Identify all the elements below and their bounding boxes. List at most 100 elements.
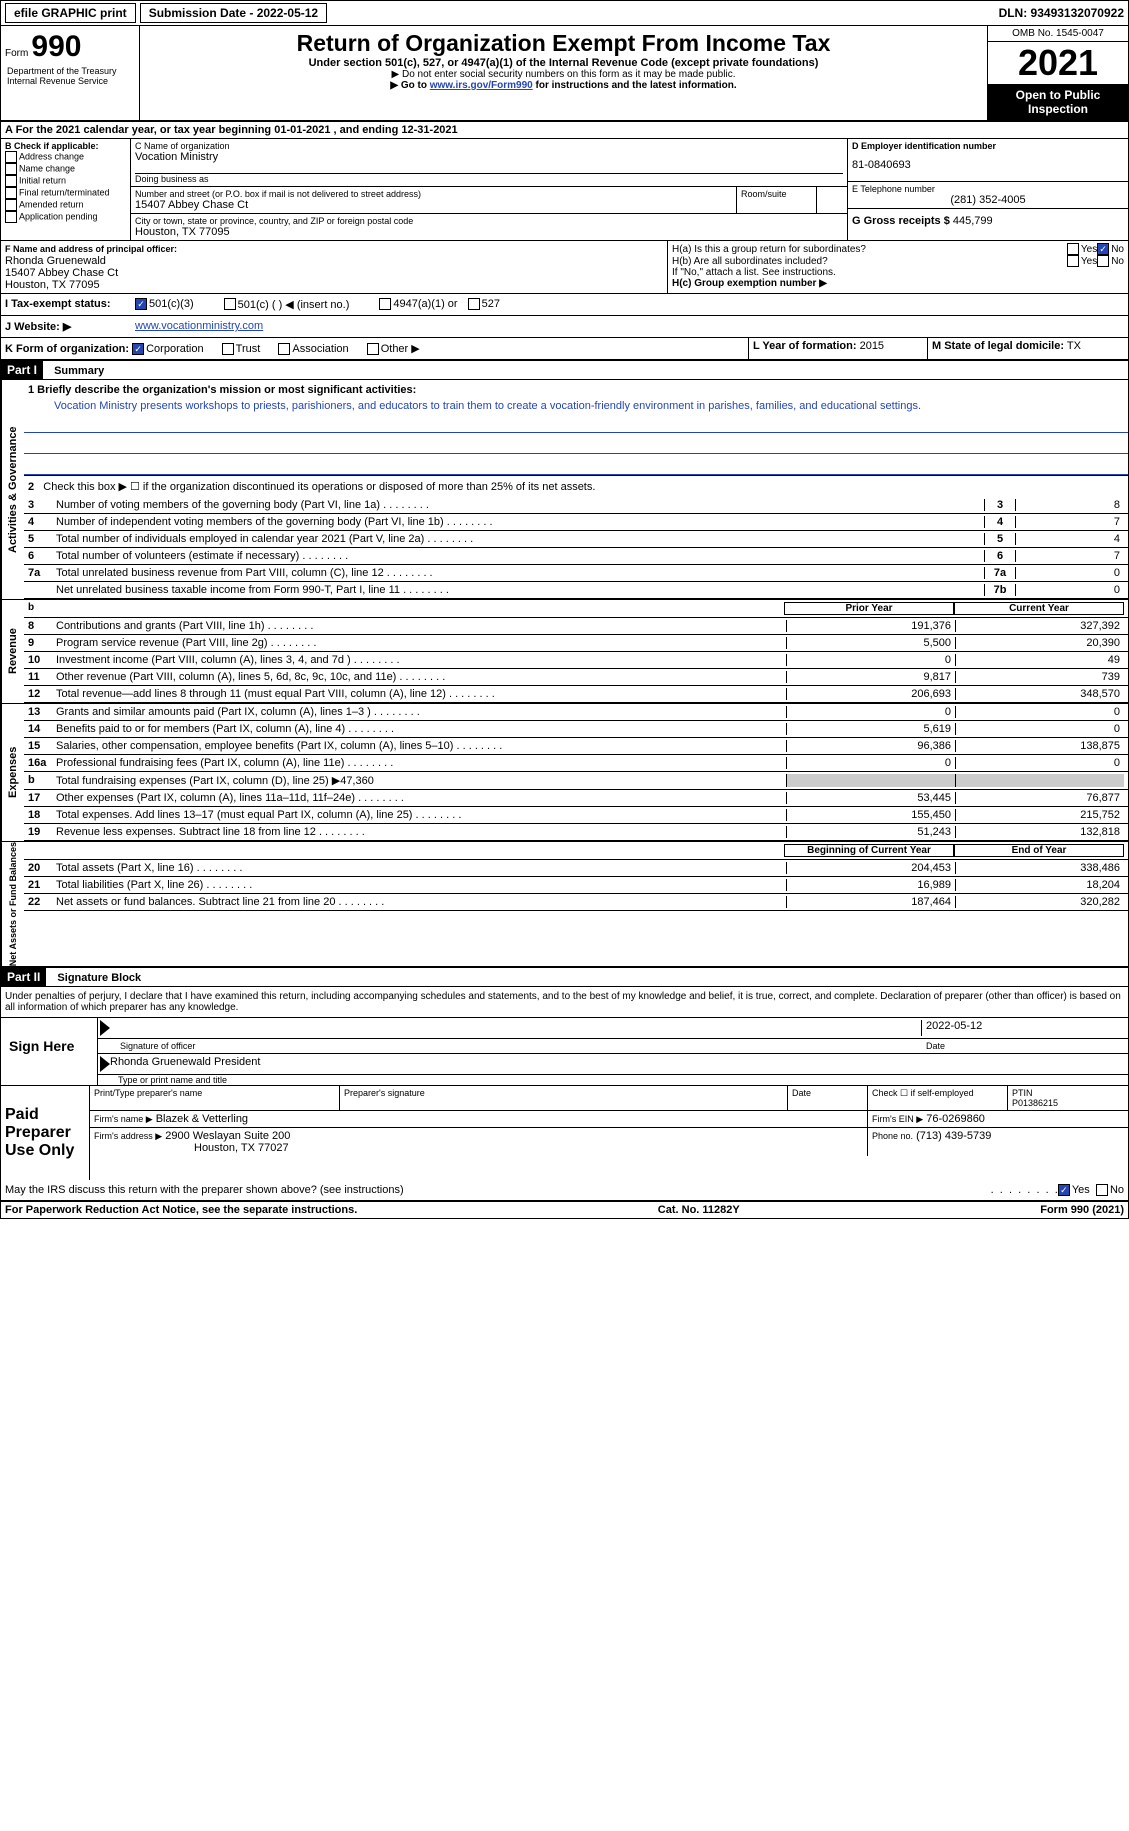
current-year-header: Current Year [954,602,1124,615]
mission-line3 [24,454,1128,475]
part2-header: Part II [1,968,46,986]
prep-sig-label: Preparer's signature [340,1086,788,1110]
org-name: Vocation Ministry [135,151,843,163]
ha-no-checkbox[interactable] [1097,243,1109,255]
section-h: H(a) Is this a group return for subordin… [668,241,1128,293]
discuss-no-checkbox[interactable] [1096,1184,1108,1196]
prep-name-label: Print/Type preparer's name [90,1086,340,1110]
dba-label: Doing business as [135,173,843,184]
hb-yes: Yes [1081,256,1097,267]
i-o4: 527 [482,298,500,311]
section-deg: D Employer identification number 81-0840… [848,139,1128,240]
footer-left: For Paperwork Reduction Act Notice, see … [5,1204,357,1216]
discuss-yes: Yes [1072,1184,1090,1196]
k-assoc-checkbox[interactable] [278,343,290,355]
addr-value: 15407 Abbey Chase Ct [135,199,732,211]
gov-line: 4Number of independent voting members of… [24,514,1128,531]
b-item-2: Initial return [19,175,66,185]
sig-arrow2-icon [100,1056,110,1072]
gross-value: 445,799 [953,215,993,227]
firm-addr2: Houston, TX 77027 [94,1142,289,1154]
prior-year-header: Prior Year [784,602,954,615]
tax-year: 2021 [988,42,1128,84]
data-line: 19Revenue less expenses. Subtract line 1… [24,824,1128,841]
irs-link[interactable]: www.irs.gov/Form990 [430,80,533,91]
part1-bar: Part I Summary [1,360,1128,380]
page-footer: For Paperwork Reduction Act Notice, see … [1,1201,1128,1218]
k-o3: Association [292,343,348,355]
notice2: ▶ Go to www.irs.gov/Form990 for instruct… [144,80,983,91]
ptin-label: PTIN [1012,1088,1124,1098]
section-klm-row: K Form of organization: Corporation Trus… [1,338,1128,360]
section-j-row: J Website: ▶ www.vocationministry.com [1,316,1128,338]
efile-graphic-btn[interactable]: efile GRAPHIC print [5,3,136,23]
gov-line: 7aTotal unrelated business revenue from … [24,565,1128,582]
phone-label: E Telephone number [852,184,1124,194]
line1-label: 1 Briefly describe the organization's mi… [28,384,416,396]
l-label: L Year of formation: [753,340,857,352]
period-begin: 01-01-2021 [274,124,330,136]
f-addr1: 15407 Abbey Chase Ct [5,267,118,279]
data-line: 8Contributions and grants (Part VIII, li… [24,618,1128,635]
l-year: 2015 [860,340,884,352]
city-label: City or town, state or province, country… [135,216,843,226]
section-f: F Name and address of principal officer:… [1,241,668,293]
b-item-0: Address change [19,151,84,161]
k-o2: Trust [236,343,261,355]
printed-name: Rhonda Gruenewald President [110,1056,260,1072]
amended-return-checkbox[interactable] [5,199,17,211]
form-header: Form 990 Department of the Treasury Inte… [1,26,1128,122]
section-c: C Name of organization Vocation Ministry… [131,139,848,240]
discuss-row: May the IRS discuss this return with the… [1,1180,1128,1201]
data-line: bTotal fundraising expenses (Part IX, co… [24,772,1128,790]
discuss-text: May the IRS discuss this return with the… [5,1184,991,1196]
form-prefix: Form [5,48,28,59]
i-label: I Tax-exempt status: [5,298,135,311]
i-501c-checkbox[interactable] [224,298,236,310]
website-link[interactable]: www.vocationministry.com [135,320,263,333]
discuss-yes-checkbox[interactable] [1058,1184,1070,1196]
room-label: Room/suite [741,189,812,199]
i-o2: 501(c) ( ) ◀ (insert no.) [238,298,350,311]
final-return-checkbox[interactable] [5,187,17,199]
hb-no-checkbox[interactable] [1097,255,1109,267]
form-page: efile GRAPHIC print Submission Date - 20… [0,0,1129,1219]
firm-name-label: Firm's name ▶ [94,1114,153,1124]
period-pre: A For the 2021 calendar year, or tax yea… [5,124,274,136]
b-item-1: Name change [19,163,75,173]
app-pending-checkbox[interactable] [5,211,17,223]
period-mid: , and ending [334,124,402,136]
f-addr2: Houston, TX 77095 [5,279,100,291]
section-i-row: I Tax-exempt status: 501(c)(3) 501(c) ( … [1,294,1128,316]
part1-title: Summary [46,365,104,377]
i-4947-checkbox[interactable] [379,298,391,310]
firm-addr1: 2900 Weslayan Suite 200 [165,1130,290,1142]
i-501c3-checkbox[interactable] [135,298,147,310]
k-trust-checkbox[interactable] [222,343,234,355]
addr-change-checkbox[interactable] [5,151,17,163]
sign-here-block: Sign Here 2022-05-12 Signature of office… [1,1018,1128,1085]
dln-label: DLN: 93493132070922 [999,6,1124,20]
b-item-5: Application pending [19,211,98,221]
date-label: Date [922,1041,1126,1051]
section-b-label: B Check if applicable: [5,141,126,151]
k-other-checkbox[interactable] [367,343,379,355]
notice2-post: for instructions and the latest informat… [536,80,737,91]
data-line: 11Other revenue (Part VIII, column (A), … [24,669,1128,686]
submission-date-btn[interactable]: Submission Date - 2022-05-12 [140,3,327,23]
sig-officer-label: Signature of officer [120,1041,922,1051]
k-corp-checkbox[interactable] [132,343,144,355]
name-change-checkbox[interactable] [5,163,17,175]
sign-here-label: Sign Here [1,1018,98,1085]
firm-name: Blazek & Vetterling [156,1113,248,1125]
mission-line1 [24,412,1128,433]
ha-yes-checkbox[interactable] [1067,243,1079,255]
data-line: 9Program service revenue (Part VIII, lin… [24,635,1128,652]
year-cell: OMB No. 1545-0047 2021 Open to Public In… [987,26,1128,120]
part2-title: Signature Block [49,972,141,984]
hb-yes-checkbox[interactable] [1067,255,1079,267]
initial-return-checkbox[interactable] [5,175,17,187]
data-line: 16aProfessional fundraising fees (Part I… [24,755,1128,772]
i-527-checkbox[interactable] [468,298,480,310]
firm-ein-label: Firm's EIN ▶ [872,1114,923,1124]
